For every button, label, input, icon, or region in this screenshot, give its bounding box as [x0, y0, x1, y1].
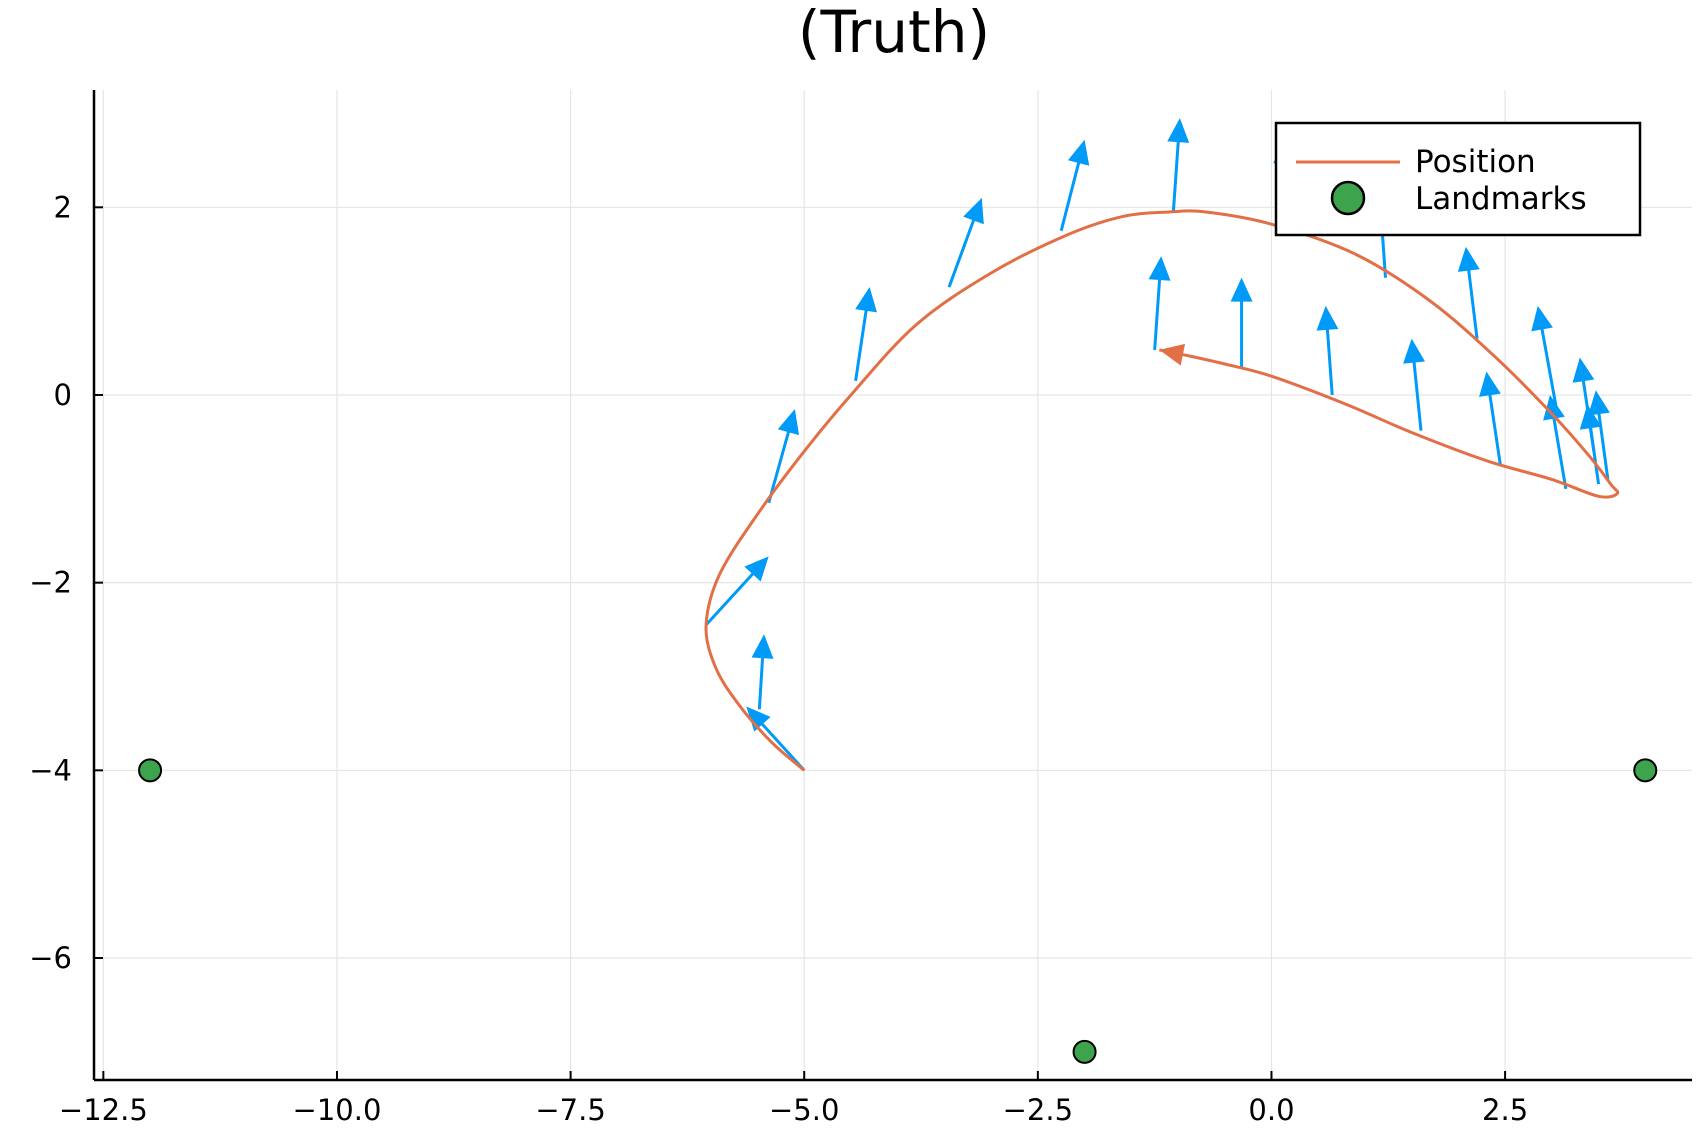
heading-arrow-shaft: [767, 422, 793, 504]
heading-arrow-shaft: [1486, 385, 1502, 466]
landmark-point: [1072, 1039, 1097, 1064]
heading-arrow-head: [1572, 357, 1595, 383]
y-tick-label: 0: [54, 378, 72, 412]
x-tick-label: −7.5: [535, 1093, 605, 1127]
heading-arrow-head: [1543, 394, 1565, 421]
heading-arrow-head: [1148, 256, 1171, 281]
heading-arrow-shaft: [1153, 269, 1162, 351]
axes: [92, 90, 1692, 1082]
heading-arrow-head: [744, 556, 769, 582]
landmark-point: [1633, 758, 1658, 783]
heading-arrow-head: [1067, 139, 1090, 166]
x-tick-label: 0.0: [1248, 1093, 1294, 1127]
heading-arrow-head: [1457, 246, 1480, 272]
heading-arrow-head: [1316, 305, 1339, 331]
heading-arrow-head: [1588, 390, 1610, 416]
heading-arrow-shaft: [1538, 319, 1558, 410]
y-tick-label: −4: [29, 753, 72, 787]
heading-arrow-head: [1579, 404, 1602, 430]
heading-arrow-head: [1403, 338, 1426, 364]
legend-position-label: Position: [1415, 144, 1536, 180]
heading-arrow-shaft: [754, 715, 806, 772]
heading-arrow-shaft: [1550, 408, 1568, 490]
tick-labels: −12.5 −10.0 −7.5 −5.0 −2.5 0.0 2.5 −6 −4 −2 0 2: [29, 190, 1528, 1127]
landmark-point: [138, 758, 163, 783]
heading-arrow-head: [1531, 305, 1553, 332]
chart-title: (Truth): [798, 0, 990, 66]
heading-arrow-shaft: [1596, 403, 1610, 480]
heading-arrows: [704, 118, 1610, 772]
heading-arrow-shaft: [1059, 152, 1083, 232]
heading-arrow-head: [855, 287, 877, 313]
heading-arrow-shaft: [1466, 260, 1479, 339]
heading-arrow-head: [963, 197, 984, 225]
heading-arrow-head: [746, 706, 771, 732]
position-end-arrowhead: [1159, 343, 1186, 366]
y-tick-label: 2: [54, 190, 72, 224]
legend: Position Landmarks: [1274, 121, 1642, 237]
heading-arrow-head: [777, 409, 800, 436]
heading-arrow-shaft: [1587, 418, 1601, 485]
x-tick-label: 2.5: [1482, 1093, 1528, 1127]
x-tick-label: −5.0: [769, 1093, 839, 1127]
heading-arrow-shaft: [1411, 352, 1423, 431]
heading-arrow-head: [1230, 277, 1253, 302]
y-tick-label: −2: [29, 566, 72, 600]
legend-box: [1274, 121, 1642, 237]
heading-arrow-shaft: [947, 210, 979, 288]
x-tick-label: −2.5: [1003, 1093, 1073, 1127]
legend-landmarks-label: Landmarks: [1415, 181, 1587, 217]
heading-arrow-head: [1167, 118, 1190, 143]
legend-landmarks-swatch: [1330, 180, 1366, 216]
heading-arrow-shaft: [704, 565, 761, 626]
heading-arrow-shaft: [854, 300, 870, 382]
heading-arrow-head: [1479, 371, 1501, 397]
heading-arrow-shaft: [1325, 319, 1334, 396]
x-tick-label: −12.5: [59, 1093, 148, 1127]
landmarks-series: [138, 758, 1658, 1064]
y-tick-label: −6: [29, 941, 72, 975]
heading-arrow-shaft: [757, 648, 765, 710]
heading-arrow-head: [751, 634, 774, 659]
heading-arrow-shaft: [1171, 132, 1181, 213]
x-tick-label: −10.0: [293, 1093, 382, 1127]
grid: [94, 90, 1692, 1080]
